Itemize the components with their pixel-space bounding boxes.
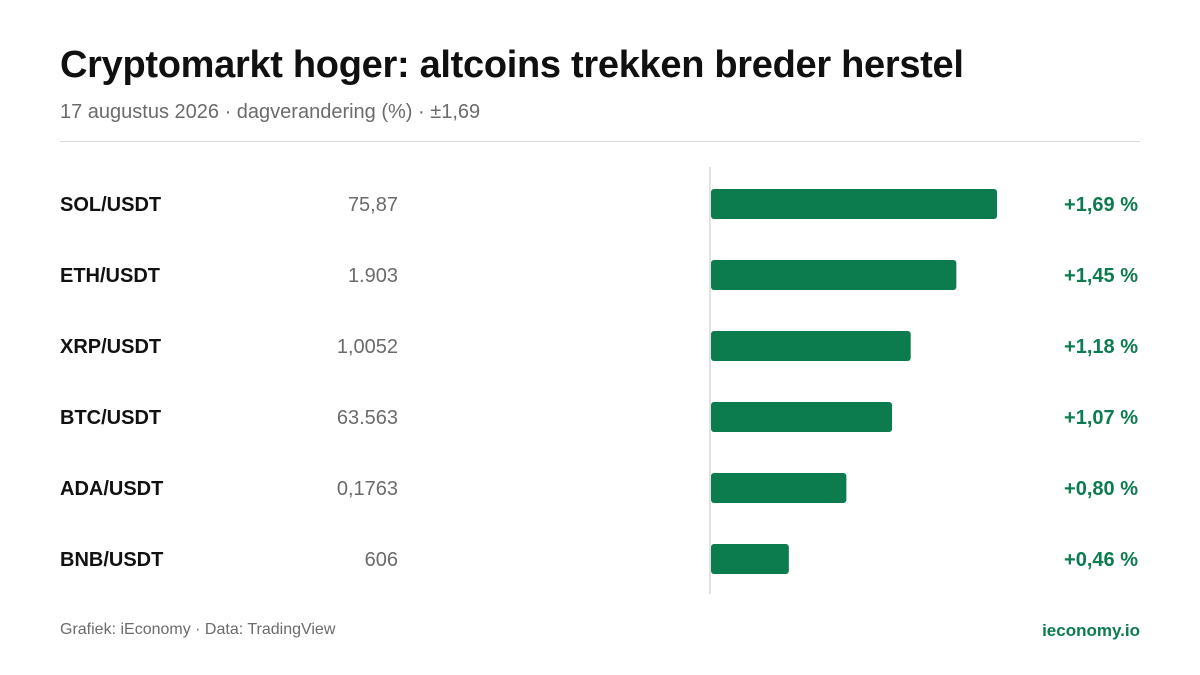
source-credit: Grafiek: iEconomy · Data: TradingView [60, 621, 336, 638]
chart-subtitle: 17 augustus 2026 · dagverandering (%) · … [60, 101, 481, 123]
pair-label: ETH/USDT [60, 265, 160, 287]
pair-label: XRP/USDT [60, 336, 161, 358]
bar-eth-usdt [711, 260, 957, 290]
price-label: 1.903 [348, 265, 398, 287]
price-label: 75,87 [348, 194, 398, 216]
bar-btc-usdt [711, 402, 893, 432]
header-divider [60, 141, 1140, 142]
pair-label: ADA/USDT [60, 478, 163, 500]
change-label: +1,07 % [1064, 407, 1138, 429]
price-label: 1,0052 [337, 336, 398, 358]
pair-label: BNB/USDT [60, 549, 163, 571]
price-label: 606 [365, 549, 398, 571]
change-label: +1,18 % [1064, 336, 1138, 358]
bar-xrp-usdt [711, 331, 911, 361]
change-label: +1,69 % [1064, 194, 1138, 216]
pair-label: BTC/USDT [60, 407, 161, 429]
chart-title: Cryptomarkt hoger: altcoins trekken bred… [60, 44, 964, 86]
change-label: +0,80 % [1064, 478, 1138, 500]
pair-label: SOL/USDT [60, 194, 161, 216]
brand-link[interactable]: ieconomy.io [1042, 621, 1140, 640]
price-label: 63.563 [337, 407, 398, 429]
change-label: +1,45 % [1064, 265, 1138, 287]
bar-ada-usdt [711, 473, 847, 503]
change-label: +0,46 % [1064, 549, 1138, 571]
bar-bnb-usdt [711, 544, 789, 574]
bar-sol-usdt [711, 189, 997, 219]
price-label: 0,1763 [337, 478, 398, 500]
